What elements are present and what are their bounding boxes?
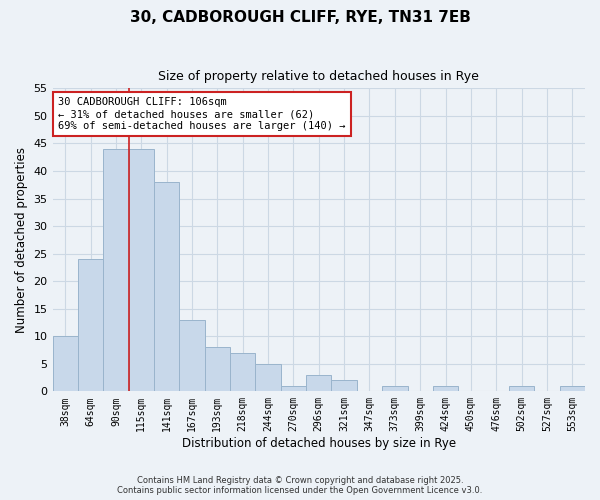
X-axis label: Distribution of detached houses by size in Rye: Distribution of detached houses by size … [182,437,456,450]
Bar [256,364,281,392]
Y-axis label: Number of detached properties: Number of detached properties [15,147,28,333]
Bar [433,386,458,392]
Bar [509,386,534,392]
Text: Contains HM Land Registry data © Crown copyright and database right 2025.
Contai: Contains HM Land Registry data © Crown c… [118,476,482,495]
Bar [103,149,128,392]
Bar [281,386,306,392]
Bar [179,320,205,392]
Text: 30 CADBOROUGH CLIFF: 106sqm
← 31% of detached houses are smaller (62)
69% of sem: 30 CADBOROUGH CLIFF: 106sqm ← 31% of det… [58,98,346,130]
Text: 30, CADBOROUGH CLIFF, RYE, TN31 7EB: 30, CADBOROUGH CLIFF, RYE, TN31 7EB [130,10,470,25]
Title: Size of property relative to detached houses in Rye: Size of property relative to detached ho… [158,70,479,83]
Bar [331,380,357,392]
Bar [128,149,154,392]
Bar [560,386,585,392]
Bar [154,182,179,392]
Bar [205,348,230,392]
Bar [306,375,331,392]
Bar [382,386,407,392]
Bar [78,259,103,392]
Bar [230,353,256,392]
Bar [53,336,78,392]
